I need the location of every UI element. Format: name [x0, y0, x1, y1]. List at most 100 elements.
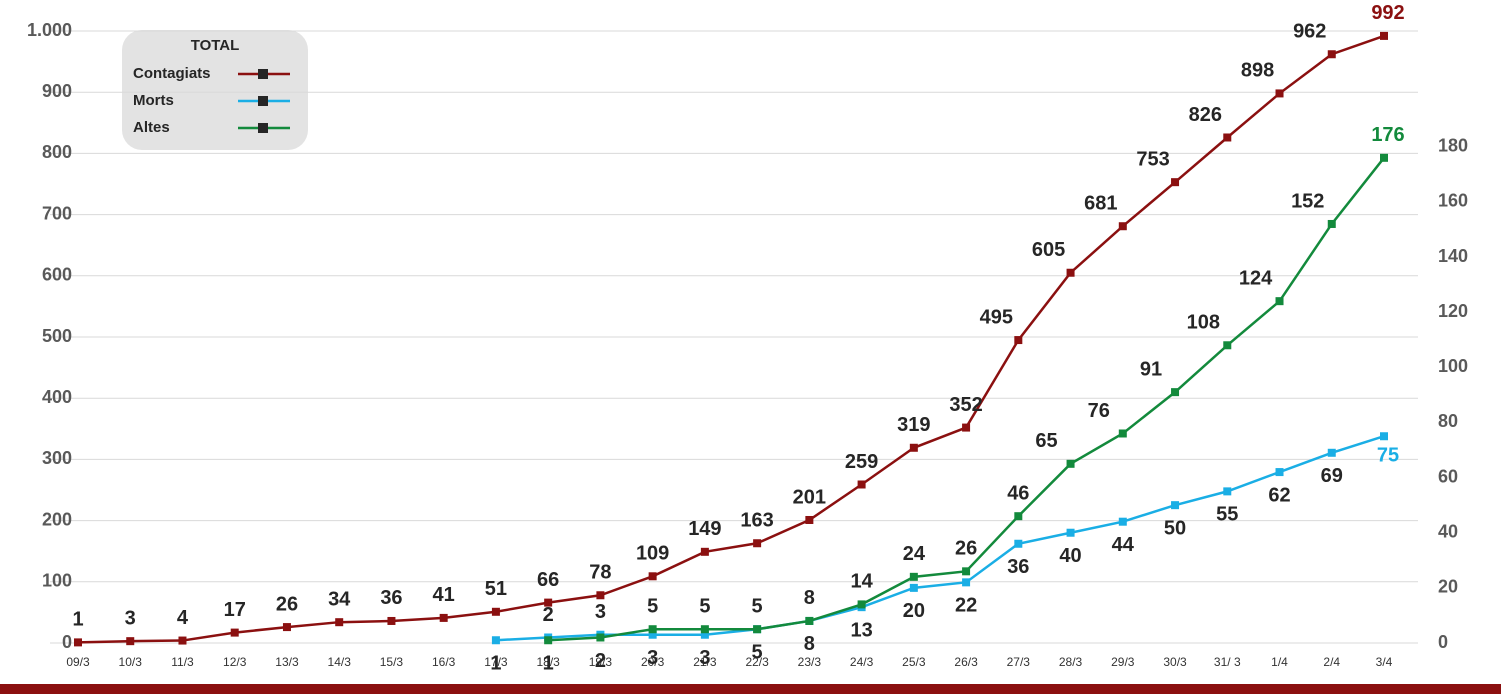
x-tick-label: 24/3 [850, 655, 874, 669]
y2-tick-label: 40 [1438, 521, 1458, 541]
x-tick-label: 2/4 [1323, 655, 1340, 669]
data-label: 201 [793, 486, 826, 508]
y-tick-label: 300 [42, 448, 72, 468]
x-tick-label: 25/3 [902, 655, 926, 669]
data-label: 319 [897, 414, 930, 436]
data-label: 5 [752, 595, 763, 617]
y2-tick-label: 120 [1438, 301, 1468, 321]
y2-tick-label: 80 [1438, 411, 1458, 431]
point [491, 607, 500, 616]
point [962, 423, 971, 432]
y2-tick-label: 100 [1438, 356, 1468, 376]
data-label: 681 [1084, 193, 1117, 215]
point [335, 618, 344, 627]
point [1223, 341, 1232, 350]
data-label: 826 [1189, 104, 1222, 126]
data-label: 109 [636, 543, 669, 565]
data-label: 51 [485, 578, 507, 600]
x-tick-label: 14/3 [328, 655, 352, 669]
point [1327, 448, 1336, 457]
point [1171, 501, 1180, 510]
y-tick-label: 600 [42, 265, 72, 285]
x-tick-label: 11/3 [171, 655, 194, 669]
y-tick-label: 700 [42, 203, 72, 223]
x-tick-label: 27/3 [1007, 655, 1031, 669]
data-label: 13 [850, 619, 872, 641]
point [857, 600, 866, 609]
point [648, 572, 657, 581]
y-tick-label: 400 [42, 387, 72, 407]
point [1014, 336, 1023, 345]
legend-label: Contagiats [133, 65, 211, 82]
point [1014, 539, 1023, 548]
point [230, 628, 239, 637]
y2-tick-label: 20 [1438, 577, 1458, 597]
data-label: 78 [589, 562, 611, 584]
y-tick-label: 800 [42, 142, 72, 162]
data-label: 2 [543, 604, 554, 626]
legend-label: Altes [133, 119, 170, 136]
data-label: 3 [595, 601, 606, 623]
point [1014, 512, 1023, 521]
point [1066, 459, 1075, 468]
x-tick-label: 19/3 [589, 655, 613, 669]
data-label: 5 [699, 595, 710, 617]
data-label: 2 [595, 650, 606, 672]
point [126, 637, 135, 646]
x-tick-label: 31/ 3 [1214, 655, 1241, 669]
point [805, 515, 814, 524]
x-tick-label: 10/3 [119, 655, 143, 669]
point [282, 623, 291, 632]
point [1171, 178, 1180, 187]
data-label: 55 [1216, 504, 1238, 526]
x-tick-label: 23/3 [798, 655, 822, 669]
y-tick-label: 200 [42, 509, 72, 529]
x-tick-label: 1/4 [1271, 655, 1288, 669]
data-label: 3 [125, 607, 136, 629]
x-tick-label: 28/3 [1059, 655, 1083, 669]
data-label: 50 [1164, 517, 1186, 539]
point [805, 616, 814, 625]
data-label: 36 [380, 587, 402, 609]
data-label: 5 [752, 641, 763, 663]
point [1380, 153, 1388, 162]
data-label: 8 [804, 633, 815, 655]
data-label: 1 [490, 653, 501, 675]
data-label: 75 [1377, 445, 1399, 467]
point [962, 578, 971, 587]
x-tick-label: 17/3 [484, 655, 508, 669]
data-label: 24 [903, 543, 926, 565]
point [1380, 31, 1388, 40]
data-label: 22 [955, 595, 977, 617]
point [1118, 222, 1127, 231]
point [544, 598, 553, 607]
y-tick-label: 1.000 [27, 20, 72, 40]
data-label: 66 [537, 569, 559, 591]
y-tick-label: 0 [62, 632, 72, 652]
data-label: 5 [647, 595, 658, 617]
point [178, 636, 187, 645]
point [74, 638, 82, 647]
legend-box [122, 30, 308, 150]
data-label: 8 [804, 587, 815, 609]
legend-marker [258, 123, 268, 133]
data-label: 149 [688, 518, 721, 540]
data-label: 65 [1035, 430, 1057, 452]
point [544, 636, 553, 645]
legend-marker [258, 69, 268, 79]
data-label: 26 [276, 593, 298, 615]
data-label: 992 [1371, 2, 1404, 24]
data-label: 163 [740, 510, 773, 532]
point [857, 480, 866, 489]
series-line [495, 435, 1385, 642]
point [1118, 517, 1127, 526]
data-label: 176 [1371, 124, 1404, 146]
point [700, 630, 709, 639]
point [1327, 50, 1336, 59]
point [909, 583, 918, 592]
point [439, 613, 448, 622]
legend-title: TOTAL [191, 37, 240, 54]
point [1275, 89, 1284, 98]
